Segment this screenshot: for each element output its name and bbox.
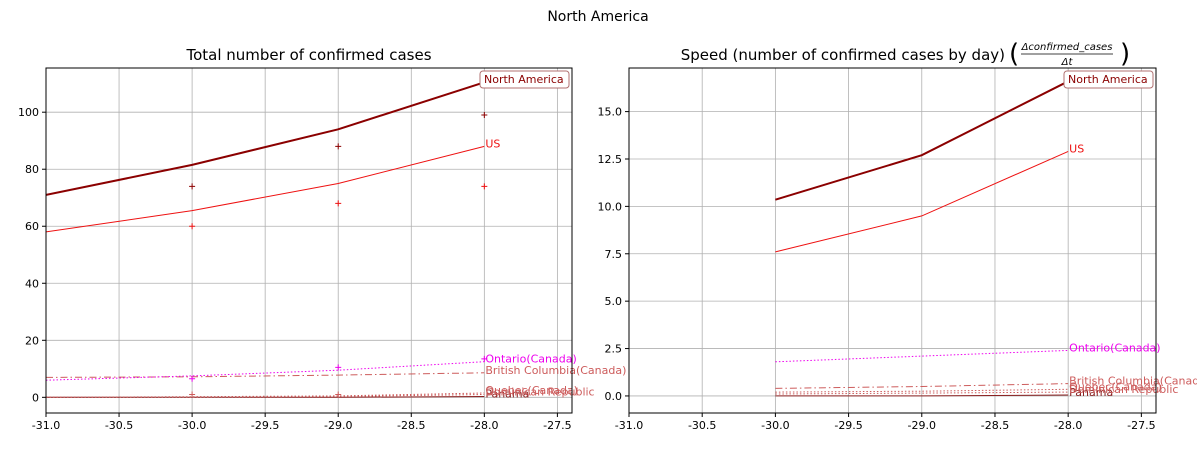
y-tick-label: 15.0 — [598, 106, 623, 119]
x-tick-label: -30.0 — [761, 419, 789, 432]
x-tick-label: -29.5 — [251, 419, 279, 432]
y-tick-label: 60 — [25, 220, 39, 233]
panel-title: Speed (number of confirmed cases by day) — [681, 46, 1005, 64]
series-label: Ontario(Canada) — [485, 353, 576, 366]
plot-frame — [45, 67, 573, 414]
x-tick-label: -30.5 — [105, 419, 133, 432]
formula-open-paren: ( — [1009, 39, 1019, 69]
axis-ticks: -31.0 -30.5 -30.0 -29.5 -29.0 -28.5 -28.0 -27.5… — [18, 106, 572, 432]
series-label: Panama — [1069, 386, 1113, 399]
panel-total-cases: Total number of confirmed cases PanamaDo… — [18, 46, 626, 432]
data-marker — [189, 391, 196, 398]
y-tick-label: 0.0 — [605, 390, 623, 403]
data-marker — [189, 375, 196, 382]
series-line-us — [46, 145, 485, 233]
y-tick-label: 0 — [32, 391, 39, 404]
y-tick-label: 12.5 — [598, 153, 623, 166]
data-marker — [481, 355, 488, 362]
series-line-quebec-canada- — [46, 392, 485, 398]
series-label: Dominican Republic — [485, 385, 594, 398]
x-tick-label: -29.0 — [908, 419, 936, 432]
series-label: British Columbia(Canada) — [1069, 375, 1197, 388]
data-marker — [481, 183, 488, 190]
series-line-panama — [775, 394, 1069, 397]
x-tick-label: -29.5 — [834, 419, 862, 432]
x-tick-label: -28.5 — [397, 419, 425, 432]
x-tick-label: -28.0 — [1054, 419, 1082, 432]
series-line-north-america — [46, 81, 485, 196]
grid-lines — [628, 68, 1156, 413]
x-tick-label: -28.0 — [470, 419, 498, 432]
y-tick-label: 80 — [25, 163, 39, 176]
series-line-panama — [46, 396, 485, 398]
series-label: Dominican Republic — [1069, 383, 1178, 396]
series-line-dominican-republic — [46, 394, 485, 398]
series-label: British Columbia(Canada) — [485, 364, 626, 377]
x-tick-label: -27.5 — [1127, 419, 1155, 432]
data-marker — [335, 391, 342, 398]
legend-box: North America — [479, 70, 570, 89]
series-line-north-america — [775, 80, 1069, 201]
series-label: Ontario(Canada) — [1069, 341, 1160, 354]
x-tick-label: -27.5 — [543, 419, 571, 432]
title-formula: ( Δconfirmed_cases Δt ) — [1009, 39, 1130, 69]
y-tick-label: 40 — [25, 277, 39, 290]
y-tick-label: 100 — [18, 106, 39, 119]
legend-box-text: North America — [1068, 73, 1148, 86]
series-label: Panama — [485, 387, 529, 400]
series-label: US — [1069, 142, 1084, 155]
figure-suptitle: North America — [547, 9, 648, 25]
panel-title: Total number of confirmed cases — [185, 46, 431, 64]
y-tick-label: 5.0 — [605, 295, 623, 308]
series-label: Quebec(Canada) — [1069, 380, 1162, 393]
x-tick-label: -30.0 — [178, 419, 206, 432]
plot-frame — [628, 67, 1157, 414]
panel-speed: Speed (number of confirmed cases by day)… — [598, 39, 1197, 432]
series-line-us — [775, 150, 1069, 253]
series-line-british-columbia-canada- — [46, 372, 485, 378]
data-marker — [189, 183, 196, 190]
series-group — [46, 81, 485, 398]
x-tick-label: -30.5 — [688, 419, 716, 432]
series-label: Quebec(Canada) — [485, 384, 578, 397]
formula-close-paren: ) — [1120, 39, 1130, 69]
series-group — [775, 80, 1069, 397]
y-tick-label: 20 — [25, 334, 39, 347]
axis-ticks: -31.0 -30.5 -30.0 -29.5 -29.0 -28.5 -28.0 -27.5… — [598, 106, 1156, 432]
data-marker — [335, 143, 342, 150]
legend-box: North America — [1063, 70, 1154, 89]
x-tick-label: -28.5 — [981, 419, 1009, 432]
data-marker — [335, 364, 342, 371]
legend-box-text: North America — [484, 73, 564, 86]
y-tick-label: 10.0 — [598, 200, 623, 213]
series-line-british-columbia-canada- — [775, 383, 1069, 389]
markers-group — [189, 112, 488, 398]
x-tick-label: -29.0 — [324, 419, 352, 432]
x-tick-label: -31.0 — [32, 419, 60, 432]
formula-numerator: Δconfirmed_cases — [1021, 42, 1113, 53]
y-tick-label: 7.5 — [605, 248, 623, 261]
data-marker — [481, 112, 488, 119]
data-marker — [189, 223, 196, 230]
series-label: US — [485, 137, 500, 150]
x-tick-label: -31.0 — [615, 419, 643, 432]
data-marker — [335, 200, 342, 207]
formula-denominator: Δt — [1061, 57, 1074, 68]
y-tick-label: 2.5 — [605, 343, 623, 356]
